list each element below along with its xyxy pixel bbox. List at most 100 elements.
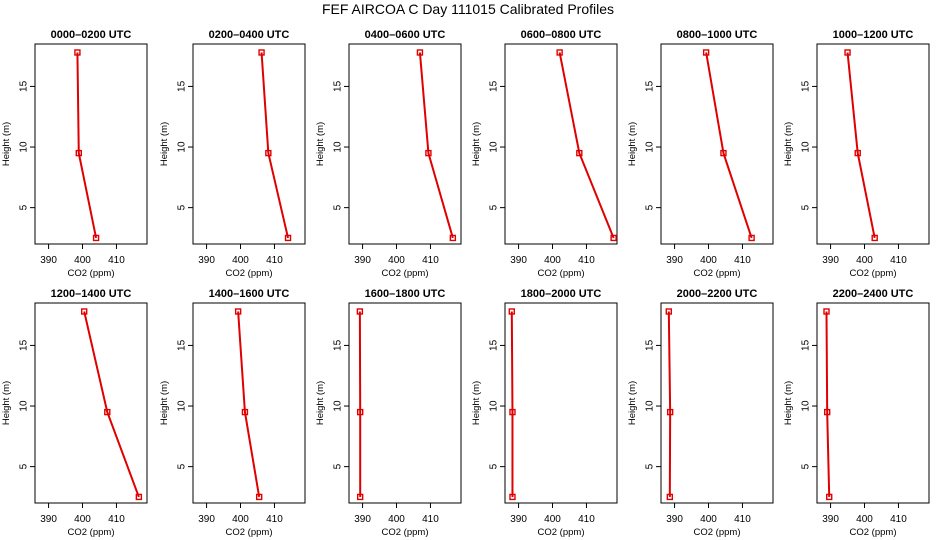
data-point-marker: [509, 493, 516, 501]
y-tick-label: 10: [489, 141, 500, 153]
y-axis-label: Height (m): [471, 122, 482, 166]
plot-frame: [816, 302, 930, 504]
x-tick-label: 390: [198, 255, 215, 266]
figure-title: FEF AIRCOA C Day 111015 Calibrated Profi…: [322, 1, 614, 17]
y-tick-label: 10: [19, 400, 30, 412]
data-point-marker: [854, 149, 861, 157]
profile-panel: 0600–0800 UTC 390 400 410 5 10 15 CO2 (ppm) Heig…: [471, 29, 618, 279]
y-tick-label: 15: [489, 80, 500, 92]
panel-title: 1200–1400 UTC: [51, 288, 132, 300]
profile-panel: 1200–1400 UTC 390 400 410 5 10 15 CO2 (ppm) Heig…: [1, 288, 148, 538]
y-tick-label: 15: [177, 339, 188, 351]
y-tick-label: 5: [19, 204, 30, 210]
data-point-marker: [666, 408, 674, 416]
x-tick-label: 410: [422, 514, 439, 525]
y-tick-label: 10: [333, 400, 344, 412]
y-tick-label: 5: [489, 204, 500, 210]
profile-line: [76, 52, 98, 239]
profile-line: [260, 52, 290, 239]
y-tick-label: 10: [177, 400, 188, 412]
profile-line: [510, 311, 514, 497]
panel-title: 0600–0800 UTC: [521, 29, 602, 41]
x-tick-label: 400: [544, 514, 561, 525]
plot-frame: [192, 302, 306, 504]
x-tick-label: 410: [734, 514, 751, 525]
x-tick-label: 400: [700, 255, 717, 266]
y-tick-label: 15: [645, 80, 656, 92]
profile-line: [825, 311, 831, 497]
x-axis-label: CO2 (ppm): [68, 268, 115, 279]
x-tick-label: 390: [354, 255, 371, 266]
y-tick-label: 15: [333, 339, 344, 351]
y-axis-label: Height (m): [471, 381, 482, 425]
x-tick-label: 410: [890, 255, 907, 266]
y-axis-label: Height (m): [627, 122, 638, 166]
data-point-marker: [666, 493, 674, 501]
x-axis-label: CO2 (ppm): [694, 268, 741, 279]
data-point-marker: [92, 234, 100, 242]
x-tick-label: 410: [890, 514, 907, 525]
data-point-marker: [74, 49, 81, 56]
data-point-marker: [284, 234, 292, 242]
x-tick-label: 400: [232, 514, 249, 525]
y-tick-label: 10: [177, 141, 188, 153]
panel-title: 1800–2000 UTC: [521, 288, 602, 300]
panel-grid: 0000–0200 UTC 390 400 410 5 10 15 CO2 (ppm) Heig…: [1, 29, 930, 538]
data-point-marker: [871, 234, 878, 242]
plot-frame: [348, 302, 462, 504]
data-point-marker: [234, 308, 242, 315]
x-tick-label: 410: [266, 514, 283, 525]
panel-title: 0400–0600 UTC: [365, 29, 446, 41]
y-tick-label: 10: [801, 400, 812, 412]
data-point-marker: [75, 149, 82, 157]
x-tick-label: 410: [422, 255, 439, 266]
x-axis-label: CO2 (ppm): [226, 268, 273, 279]
profile-panel: 0000–0200 UTC 390 400 410 5 10 15 CO2 (ppm) Heig…: [1, 29, 148, 279]
data-point-marker: [449, 234, 457, 242]
profile-panel: 0400–0600 UTC 390 400 410 5 10 15 CO2 (ppm) Heig…: [315, 29, 462, 279]
y-tick-label: 15: [801, 80, 812, 92]
y-axis-label: Height (m): [627, 381, 638, 425]
data-point-marker: [702, 49, 710, 56]
x-axis-label: CO2 (ppm): [694, 527, 741, 538]
y-tick-label: 10: [19, 141, 30, 153]
plot-frame: [34, 302, 148, 504]
panel-title: 0200–0400 UTC: [209, 29, 290, 41]
profile-line: [846, 52, 876, 239]
y-axis-label: Height (m): [315, 122, 326, 166]
y-tick-label: 15: [801, 339, 812, 351]
y-axis-label: Height (m): [315, 381, 326, 425]
data-point-marker: [665, 308, 673, 315]
profile-line: [237, 311, 261, 498]
x-tick-label: 400: [856, 514, 873, 525]
profile-panel: 2200–2400 UTC 390 400 410 5 10 15 CO2 (ppm) Heig…: [783, 288, 930, 538]
x-axis-label: CO2 (ppm): [538, 268, 585, 279]
data-point-marker: [357, 408, 364, 416]
panel-title: 1000–1200 UTC: [833, 29, 914, 41]
x-tick-label: 390: [354, 514, 371, 525]
panel-title: 1400–1600 UTC: [209, 288, 290, 300]
y-tick-label: 15: [489, 339, 500, 351]
x-tick-label: 390: [822, 255, 839, 266]
panel-title: 2000–2200 UTC: [677, 288, 758, 300]
y-tick-label: 5: [177, 463, 188, 469]
y-tick-label: 15: [19, 339, 30, 351]
x-tick-label: 390: [822, 514, 839, 525]
data-point-marker: [258, 49, 265, 56]
x-tick-label: 410: [734, 255, 751, 266]
profile-line: [558, 52, 615, 239]
x-tick-label: 390: [510, 514, 527, 525]
y-tick-label: 5: [333, 204, 344, 210]
x-axis-label: CO2 (ppm): [382, 268, 429, 279]
data-point-marker: [241, 408, 249, 416]
x-tick-label: 400: [544, 255, 561, 266]
profile-line: [667, 311, 672, 497]
data-point-marker: [576, 149, 583, 157]
profile-panel: 0800–1000 UTC 390 400 410 5 10 15 CO2 (ppm) Heig…: [627, 29, 774, 279]
y-axis-label: Height (m): [159, 122, 170, 166]
profile-panel: 1000–1200 UTC 390 400 410 5 10 15 CO2 (ppm) Heig…: [783, 29, 930, 279]
y-tick-label: 10: [333, 141, 344, 153]
x-tick-label: 400: [232, 255, 249, 266]
y-tick-label: 10: [645, 141, 656, 153]
